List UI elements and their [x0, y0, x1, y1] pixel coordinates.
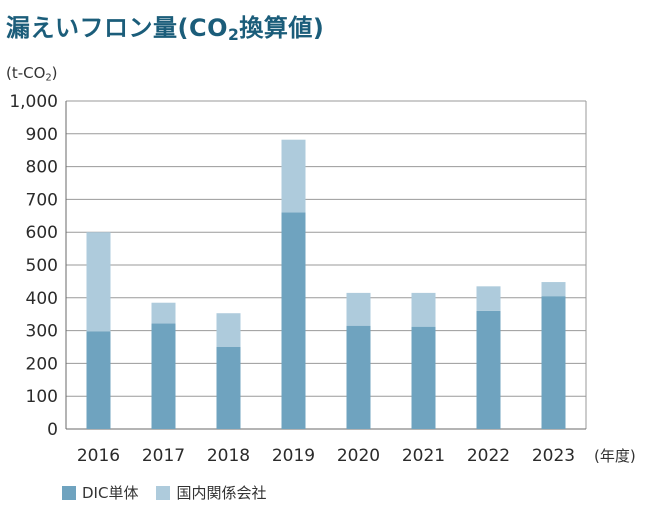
y-tick-label: 600 [26, 223, 58, 243]
y-tick-label: 300 [26, 322, 58, 342]
legend-swatch-dic [62, 485, 76, 500]
bar-dic-2021 [411, 326, 436, 429]
bar-dic-2016 [86, 331, 111, 429]
bar-domestic-affiliates-2020 [346, 292, 371, 326]
bar-dic-2023 [541, 296, 566, 429]
bar-domestic-affiliates-2022 [476, 286, 501, 311]
bar-dic-2020 [346, 325, 371, 429]
y-tick-label: 700 [26, 190, 58, 210]
x-tick-label: 2022 [467, 446, 510, 466]
chart-title: 漏えいフロン量(CO2換算値) [6, 14, 325, 44]
legend-label-domestic-affiliates: 国内関係会社 [176, 484, 267, 502]
x-tick-label: 2017 [142, 446, 185, 466]
legend-swatch-domestic-affiliates [156, 485, 171, 500]
x-tick-label: 2019 [272, 446, 315, 466]
bar-domestic-affiliates-2019 [281, 139, 306, 213]
legend-label-dic: DIC単体 [82, 484, 139, 502]
y-tick-label: 500 [26, 256, 58, 276]
y-tick-label: 1,000 [9, 92, 58, 112]
bar-dic-2017 [151, 323, 176, 429]
x-tick-label: 2020 [337, 446, 380, 466]
bar-dic-2019 [281, 212, 306, 429]
y-tick-label: 800 [26, 158, 58, 178]
x-axis-unit: (年度) [594, 447, 636, 465]
bar-domestic-affiliates-2018 [216, 313, 241, 347]
y-tick-label: 0 [47, 420, 58, 440]
bar-domestic-affiliates-2016 [86, 232, 111, 332]
legend: DIC単体 国内関係会社 [62, 482, 266, 503]
x-tick-label: 2023 [532, 446, 575, 466]
legend-item-domestic-affiliates: 国内関係会社 [156, 482, 266, 503]
x-tick-label: 2018 [207, 446, 250, 466]
y-tick-label: 400 [26, 289, 58, 309]
x-tick-label: 2021 [402, 446, 445, 466]
legend-item-dic: DIC単体 [62, 482, 138, 503]
bar-domestic-affiliates-2023 [541, 282, 566, 297]
y-tick-label: 200 [26, 354, 58, 374]
bar-dic-2022 [476, 310, 501, 429]
bar-dic-2018 [216, 347, 241, 429]
bar-domestic-affiliates-2017 [151, 302, 176, 324]
y-axis-unit: (t-CO2) [6, 64, 58, 84]
x-tick-label: 2016 [77, 446, 120, 466]
y-tick-label: 900 [26, 125, 58, 145]
bar-domestic-affiliates-2021 [411, 292, 436, 327]
y-tick-label: 100 [26, 387, 58, 407]
